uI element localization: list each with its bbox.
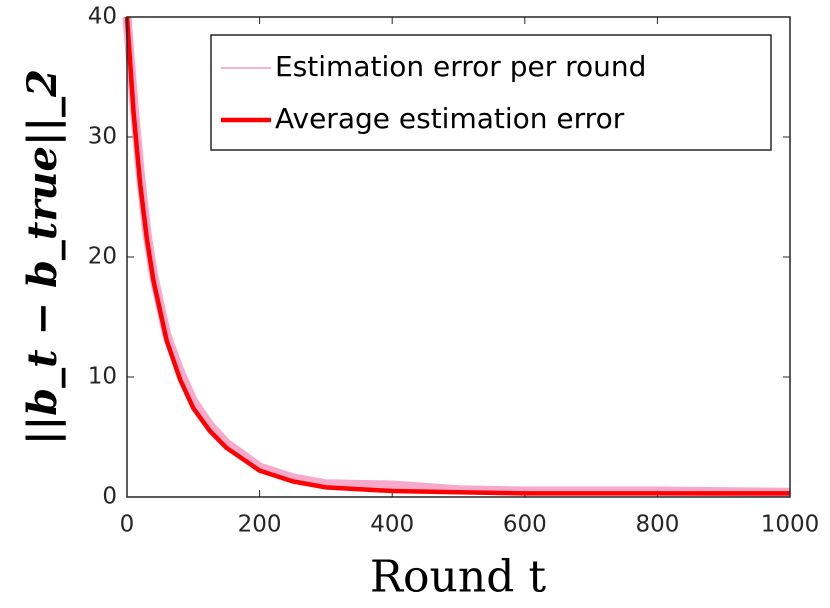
y-tick-label: 30 — [88, 124, 117, 150]
legend-box — [210, 34, 772, 151]
y-tick-label: 0 — [102, 484, 117, 510]
series-line — [124, 16, 790, 496]
y-tick-label: 20 — [88, 244, 117, 270]
plot-frame — [126, 16, 791, 498]
x-tick-label: 400 — [370, 512, 414, 538]
x-tick-label: 0 — [120, 512, 135, 538]
legend-label: Average estimation error — [275, 102, 625, 135]
legend-label: Estimation error per round — [275, 50, 646, 83]
x-tick-label: 800 — [635, 512, 679, 538]
y-tick-label: 10 — [88, 364, 117, 390]
x-tick-label: 600 — [503, 512, 547, 538]
x-tick-label: 1000 — [761, 512, 820, 538]
x-axis-label: Round t — [370, 552, 546, 603]
y-axis-label: ||b_t − b_true||_2 — [19, 69, 66, 445]
x-tick-label: 200 — [238, 512, 282, 538]
y-tick-label: 40 — [88, 4, 117, 30]
